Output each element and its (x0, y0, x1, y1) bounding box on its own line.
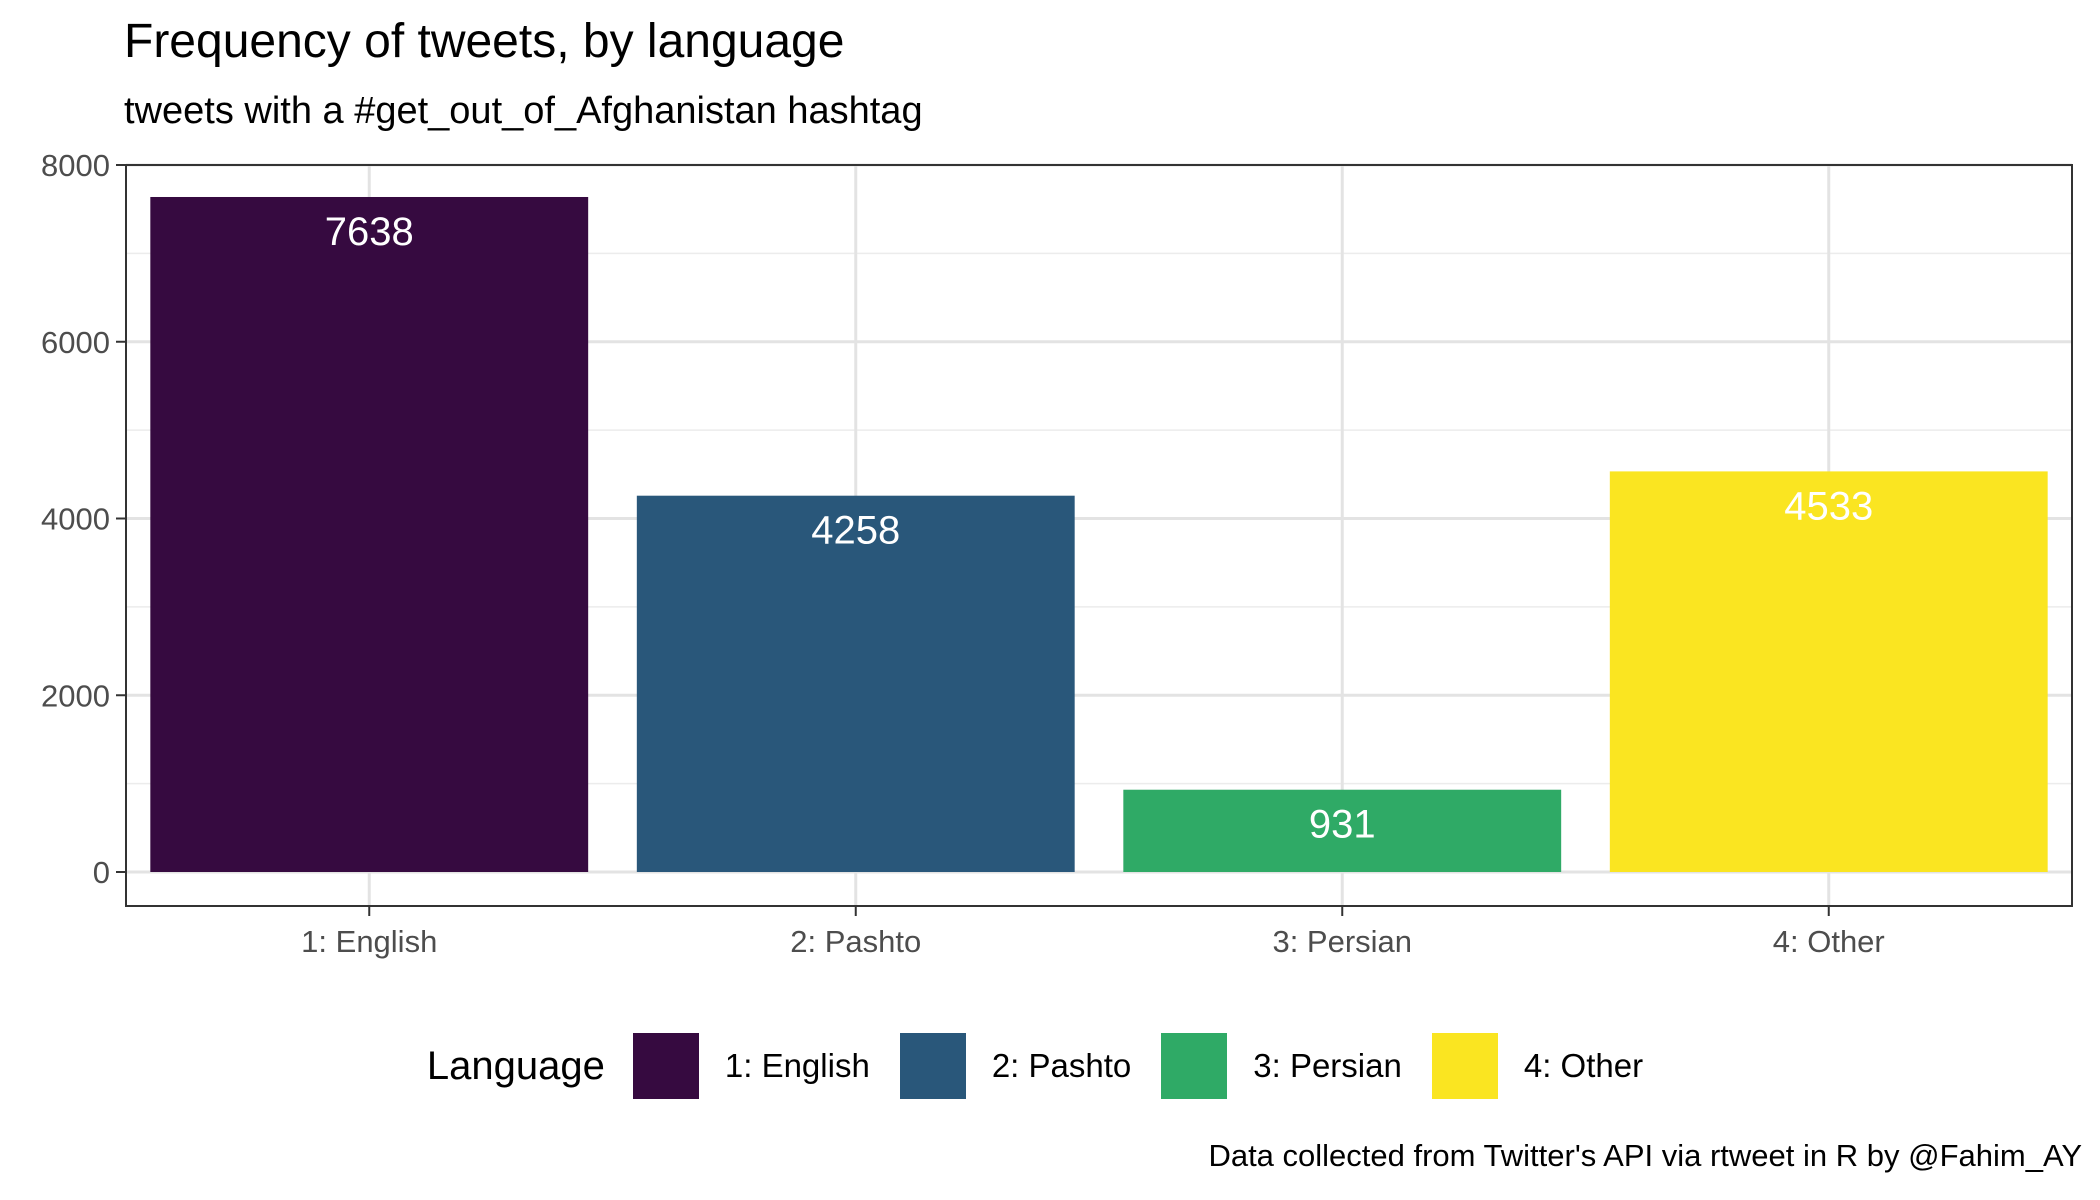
y-tick-label: 4000 (41, 502, 110, 537)
legend-key-persian (1161, 1033, 1228, 1099)
legend: Language 1: English 2: Pashto 3: Persian… (0, 1032, 2100, 1100)
chart-subtitle: tweets with a #get_out_of_Afghanistan ha… (124, 90, 923, 132)
legend-item-english: 1: English (632, 1033, 884, 1099)
x-tick-label: 3: Persian (1272, 924, 1412, 959)
x-tick-label: 1: English (301, 924, 437, 959)
bar-chart: 7638 4258 931 4533 0 2000 4000 6000 8000 1: Engl… (41, 148, 2073, 959)
legend-item-other: 4: Other (1431, 1033, 1657, 1099)
x-tick-label: 2: Pashto (790, 924, 921, 959)
bar-3 (1123, 789, 1562, 872)
y-tick-label: 0 (93, 855, 110, 890)
panel-border (125, 164, 2073, 907)
chart-caption: Data collected from Twitter's API via rt… (1208, 1138, 2082, 1173)
y-tick-label: 8000 (41, 148, 110, 183)
y-tick-label: 6000 (41, 325, 110, 360)
bar-value-label-2: 4258 (811, 509, 900, 553)
chart-title: Frequency of tweets, by language (124, 15, 845, 68)
legend-item-persian: 3: Persian (1161, 1033, 1416, 1099)
bar-2 (636, 495, 1075, 872)
legend-item-pashto: 2: Pashto (899, 1033, 1145, 1099)
legend-key-other (1431, 1033, 1498, 1099)
bar-value-label-1: 7638 (325, 210, 414, 254)
x-tick-label: 4: Other (1773, 924, 1885, 959)
legend-label-persian: 3: Persian (1253, 1047, 1402, 1084)
bar-1 (150, 196, 589, 872)
legend-label-english: 1: English (724, 1047, 870, 1084)
legend-label-other: 4: Other (1523, 1047, 1644, 1084)
legend-title: Language (426, 1043, 605, 1088)
bar-value-label-3: 931 (1309, 803, 1376, 847)
bar-value-label-4: 4533 (1784, 484, 1873, 528)
legend-label-pashto: 2: Pashto (991, 1047, 1132, 1084)
legend-key-pashto (899, 1033, 966, 1099)
y-tick-label: 2000 (41, 678, 110, 713)
bar-4 (1609, 471, 2048, 872)
legend-key-english (632, 1033, 699, 1099)
